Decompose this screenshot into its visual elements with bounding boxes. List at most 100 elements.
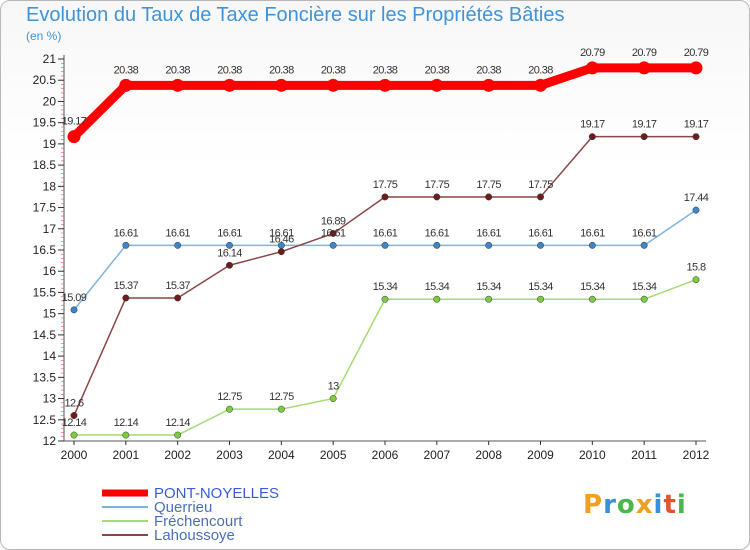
data-label: 17.44 — [684, 192, 709, 204]
data-point — [378, 78, 392, 92]
data-point — [588, 295, 596, 303]
data-label: 15.09 — [62, 292, 87, 304]
data-point — [381, 295, 389, 303]
data-point — [381, 241, 389, 249]
data-label: 12.14 — [165, 417, 190, 429]
data-label: 16.14 — [217, 247, 242, 259]
data-point — [588, 133, 596, 141]
data-point — [171, 78, 185, 92]
y-tick-label: 15 — [43, 307, 57, 321]
legend-label: Fréchencourt — [154, 513, 243, 530]
data-label: 12.75 — [217, 391, 242, 403]
y-tick-label: 20.5 — [33, 73, 57, 87]
data-point — [226, 261, 233, 269]
x-tick-label: 2011 — [631, 448, 657, 462]
chart-title: Evolution du Taux de Taxe Foncière sur l… — [26, 4, 565, 26]
data-labels: 19.17 20.38 20.38 20.38 20.38 20.38 20.38 20.38… — [62, 47, 710, 429]
data-label: 20.79 — [684, 47, 709, 59]
x-tick-label: 2012 — [683, 448, 710, 462]
data-point — [640, 295, 648, 303]
data-point — [274, 78, 288, 92]
data-label: 20.38 — [528, 64, 553, 76]
data-label: 20.38 — [373, 64, 398, 76]
data-point — [70, 431, 78, 439]
data-label: 12.14 — [62, 417, 87, 429]
x-tick-label: 2002 — [164, 448, 191, 462]
brand-letter: i — [676, 490, 687, 520]
y-tick-label: 14.5 — [33, 328, 57, 342]
data-label: 20.38 — [217, 64, 242, 76]
data-point — [534, 78, 547, 92]
data-point — [122, 431, 130, 439]
x-tick-label: 2001 — [112, 448, 139, 462]
data-label: 20.79 — [580, 47, 605, 59]
data-point — [692, 276, 700, 284]
legend-label: PONT-NOYELLES — [154, 485, 279, 502]
data-label: 16.61 — [114, 227, 139, 239]
data-label: 20.38 — [114, 64, 139, 76]
data-label: 19.17 — [580, 119, 605, 131]
data-point — [430, 78, 444, 92]
data-point — [485, 241, 493, 249]
x-tick-label: 2000 — [61, 448, 88, 462]
data-point — [537, 241, 544, 249]
y-tick-label: 18 — [43, 179, 57, 193]
brand-letter: P — [583, 490, 604, 520]
y-tick-label: 13.5 — [33, 370, 57, 384]
data-label: 16.61 — [269, 227, 294, 239]
data-point — [485, 193, 493, 201]
y-unit-label: (en %) — [26, 29, 62, 43]
data-label: 15.34 — [580, 281, 605, 293]
data-point — [226, 405, 233, 413]
data-label: 16.61 — [476, 227, 501, 239]
data-label: 15.34 — [476, 281, 501, 293]
data-label: 16.61 — [373, 227, 398, 239]
brand-logo: Proxiti — [583, 490, 687, 520]
x-tick-label: 2009 — [527, 448, 554, 462]
data-label: 15.37 — [165, 280, 190, 292]
data-point — [689, 61, 703, 75]
data-label: 13 — [328, 381, 340, 393]
data-label: 17.75 — [373, 179, 398, 191]
data-point — [585, 61, 599, 75]
data-point — [381, 193, 389, 201]
data-label: 19.17 — [684, 119, 709, 131]
data-label: 17.75 — [425, 179, 450, 191]
data-label: 20.38 — [269, 64, 294, 76]
data-label: 19.17 — [632, 119, 657, 131]
x-tick-label: 2007 — [423, 448, 450, 462]
data-label: 15.34 — [373, 281, 398, 293]
data-label: 16.61 — [321, 227, 346, 239]
y-tick-label: 12 — [43, 434, 57, 448]
data-point — [537, 295, 544, 303]
data-point — [122, 294, 130, 302]
data-label: 20.38 — [321, 64, 346, 76]
legend: PONT-NOYELLESQuerrieuFréchencourtLahouss… — [102, 485, 279, 544]
data-point — [326, 78, 340, 92]
axes: 12 12.5 13 13.5 14 14.5 15 15.5 16 16.5 17 17.5 18 18… — [33, 52, 710, 462]
data-point — [692, 206, 700, 214]
data-point — [70, 412, 78, 419]
x-tick-label: 2005 — [320, 448, 347, 462]
data-point — [174, 241, 182, 249]
data-point — [433, 241, 441, 249]
data-label: 15.8 — [686, 262, 705, 274]
data-point — [637, 61, 651, 75]
legend-label: Lahoussoye — [154, 527, 235, 544]
data-label: 20.38 — [425, 64, 450, 76]
data-point — [537, 193, 544, 201]
data-point — [485, 295, 493, 303]
data-point — [329, 395, 337, 403]
series-lines — [67, 61, 703, 439]
data-label: 16.61 — [165, 227, 190, 239]
y-tick-label: 18.5 — [33, 158, 57, 172]
legend-label: Querrieu — [154, 499, 212, 516]
brand-letter: t — [663, 490, 677, 520]
data-label: 12.6 — [64, 398, 83, 410]
data-point — [588, 241, 596, 249]
data-point — [692, 133, 700, 141]
y-tick-label: 12.5 — [33, 413, 57, 427]
x-tick-label: 2003 — [216, 448, 243, 462]
data-label: 16.61 — [425, 227, 450, 239]
